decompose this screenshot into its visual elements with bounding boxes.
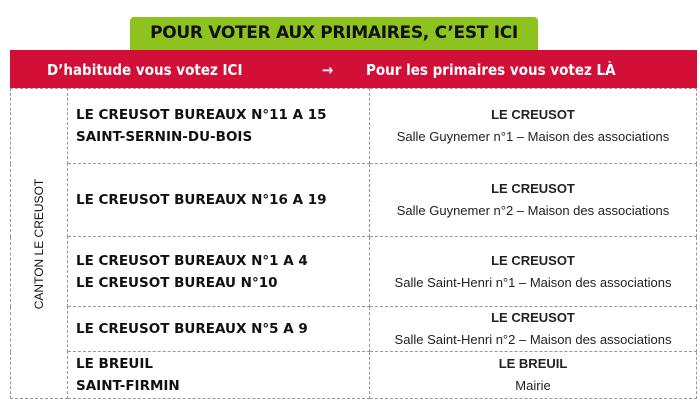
to-cell: LE CREUSOT Salle Saint-Henri n°1 – Maison…	[369, 236, 697, 307]
canton-label: CANTON LE CREUSOT	[32, 178, 46, 309]
to-place: Salle Saint-Henri n°2 – Maison des assoc…	[394, 332, 672, 347]
from-line: LE BREUIL	[76, 356, 154, 372]
to-cell: LE CREUSOT Salle Saint-Henri n°2 – Maison…	[369, 306, 697, 352]
from-line: LE CREUSOT BUREAUX N°5 A 9	[76, 321, 308, 337]
from-line: SAINT-FIRMIN	[76, 378, 180, 394]
table-row: LE CREUSOT BUREAUX N°5 A 9 LE CREUSOT Sal…	[11, 306, 697, 352]
to-place: Salle Guynemer n°2 – Maison des associat…	[396, 203, 670, 218]
from-cell: LE CREUSOT BUREAUX N°11 A 15 SAINT-SERNIN…	[67, 88, 370, 164]
to-cell: LE CREUSOT Salle Guynemer n°1 – Maison de…	[369, 88, 697, 164]
table-row: LE CREUSOT BUREAUX N°1 A 4 LE CREUSOT BUR…	[11, 236, 697, 307]
header-bar: D’habitude vous votez ICI → Pour les pri…	[10, 50, 697, 88]
table-row: LE CREUSOT BUREAUX N°16 A 19 LE CREUSOT S…	[11, 163, 697, 237]
from-line: LE CREUSOT BUREAUX N°1 A 4	[76, 252, 308, 269]
from-cell: LE CREUSOT BUREAUX N°5 A 9	[67, 306, 370, 352]
canton-cell: CANTON LE CREUSOT	[10, 88, 68, 399]
to-cell: LE BREUIL Mairie	[369, 351, 697, 399]
to-city: LE BREUIL	[498, 356, 568, 371]
from-line: LE CREUSOT BUREAUX N°11 A 15	[76, 107, 327, 123]
to-place: Salle Guynemer n°1 – Maison des associat…	[396, 129, 670, 144]
header-right: Pour les primaires vous votez LÀ	[366, 61, 616, 79]
table-row: CANTON LE CREUSOT LE CREUSOT BUREAUX N°1…	[10, 88, 697, 399]
banner-title: POUR VOTER AUX PRIMAIRES, C’EST ICI	[130, 17, 538, 50]
from-cell: LE CREUSOT BUREAUX N°16 A 19	[67, 163, 370, 237]
from-line: LE CREUSOT BUREAU N°10	[76, 274, 278, 291]
from-cell: LE CREUSOT BUREAUX N°1 A 4 LE CREUSOT BUR…	[67, 236, 370, 307]
to-cell: LE CREUSOT Salle Guynemer n°2 – Maison de…	[369, 163, 697, 237]
table-row: LE BREUIL SAINT-FIRMIN LE BREUIL Mairie	[11, 351, 697, 399]
header-left: D’habitude vous votez ICI	[47, 61, 243, 79]
to-place: Salle Saint-Henri n°1 – Maison des assoc…	[394, 274, 672, 290]
polling-table: CANTON LE CREUSOT LE CREUSOT BUREAUX N°1…	[10, 88, 697, 399]
from-line: LE CREUSOT BUREAUX N°16 A 19	[76, 192, 327, 208]
to-place: Mairie	[515, 378, 551, 393]
arrow-icon: →	[322, 61, 334, 79]
from-cell: LE BREUIL SAINT-FIRMIN	[67, 351, 370, 399]
to-city: LE CREUSOT	[491, 107, 575, 122]
to-city: LE CREUSOT	[491, 252, 575, 268]
from-line: SAINT-SERNIN-DU-BOIS	[76, 129, 253, 145]
to-city: LE CREUSOT	[491, 181, 575, 196]
to-city: LE CREUSOT	[491, 310, 575, 325]
